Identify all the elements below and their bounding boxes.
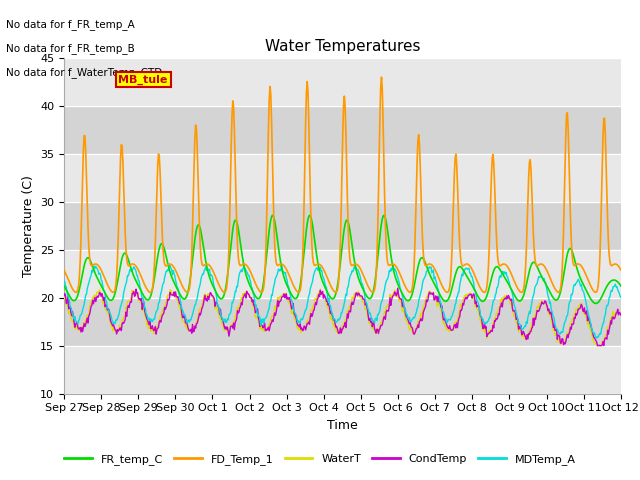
Y-axis label: Temperature (C): Temperature (C) bbox=[22, 175, 35, 276]
Text: No data for f_FR_temp_A: No data for f_FR_temp_A bbox=[6, 19, 135, 30]
FR_temp_C bbox=[411, 280, 419, 286]
CondTemp bbox=[428, 291, 435, 297]
WaterT bbox=[593, 343, 600, 348]
WaterT bbox=[214, 308, 221, 313]
WaterT bbox=[184, 327, 192, 333]
FR_temp_C bbox=[617, 283, 625, 289]
FR_temp_C bbox=[214, 292, 221, 298]
FD_Temp_1 bbox=[60, 267, 68, 273]
MDTemp_A bbox=[278, 262, 285, 268]
CondTemp bbox=[411, 330, 419, 336]
CondTemp bbox=[214, 301, 221, 307]
FR_temp_C bbox=[184, 289, 192, 295]
MDTemp_A bbox=[60, 278, 68, 284]
Bar bbox=[64, 298, 621, 346]
MDTemp_A bbox=[428, 264, 435, 270]
CondTemp bbox=[617, 312, 625, 318]
Text: No data for f_WaterTemp_CTD: No data for f_WaterTemp_CTD bbox=[6, 67, 163, 78]
CondTemp bbox=[60, 293, 68, 299]
X-axis label: Time: Time bbox=[327, 419, 358, 432]
Title: Water Temperatures: Water Temperatures bbox=[265, 39, 420, 54]
MDTemp_A bbox=[593, 335, 600, 341]
FR_temp_C bbox=[60, 283, 68, 289]
MDTemp_A bbox=[617, 294, 625, 300]
Line: FD_Temp_1: FD_Temp_1 bbox=[64, 77, 621, 292]
Text: No data for f_FR_temp_B: No data for f_FR_temp_B bbox=[6, 43, 135, 54]
WaterT bbox=[60, 296, 68, 301]
MDTemp_A bbox=[411, 314, 419, 320]
FD_Temp_1 bbox=[127, 262, 135, 267]
CondTemp bbox=[184, 324, 192, 330]
WaterT bbox=[617, 312, 625, 318]
Line: WaterT: WaterT bbox=[64, 289, 621, 346]
CondTemp bbox=[127, 300, 135, 305]
WaterT bbox=[70, 324, 78, 329]
MDTemp_A bbox=[214, 302, 221, 308]
FR_temp_C bbox=[127, 266, 135, 272]
Legend: FR_temp_C, FD_Temp_1, WaterT, CondTemp, MDTemp_A: FR_temp_C, FD_Temp_1, WaterT, CondTemp, … bbox=[60, 450, 580, 469]
WaterT bbox=[317, 287, 324, 292]
Bar bbox=[64, 106, 621, 154]
Line: MDTemp_A: MDTemp_A bbox=[64, 265, 621, 338]
FR_temp_C bbox=[70, 298, 78, 303]
WaterT bbox=[127, 295, 135, 300]
FR_temp_C bbox=[380, 213, 388, 218]
Line: CondTemp: CondTemp bbox=[64, 288, 621, 346]
WaterT bbox=[411, 329, 419, 335]
FD_Temp_1 bbox=[411, 244, 419, 250]
FD_Temp_1 bbox=[214, 278, 221, 284]
WaterT bbox=[428, 290, 435, 296]
FD_Temp_1 bbox=[378, 74, 385, 80]
Line: FR_temp_C: FR_temp_C bbox=[64, 216, 621, 303]
CondTemp bbox=[594, 343, 602, 348]
CondTemp bbox=[394, 285, 402, 291]
FR_temp_C bbox=[428, 275, 435, 280]
CondTemp bbox=[70, 319, 78, 325]
FD_Temp_1 bbox=[617, 267, 625, 273]
MDTemp_A bbox=[127, 268, 135, 274]
FD_Temp_1 bbox=[518, 289, 525, 295]
Bar bbox=[64, 202, 621, 250]
FD_Temp_1 bbox=[184, 289, 192, 295]
Text: MB_tule: MB_tule bbox=[118, 74, 168, 84]
FD_Temp_1 bbox=[428, 262, 435, 267]
MDTemp_A bbox=[184, 319, 192, 325]
MDTemp_A bbox=[70, 316, 78, 322]
FD_Temp_1 bbox=[70, 288, 78, 294]
FR_temp_C bbox=[592, 300, 600, 306]
